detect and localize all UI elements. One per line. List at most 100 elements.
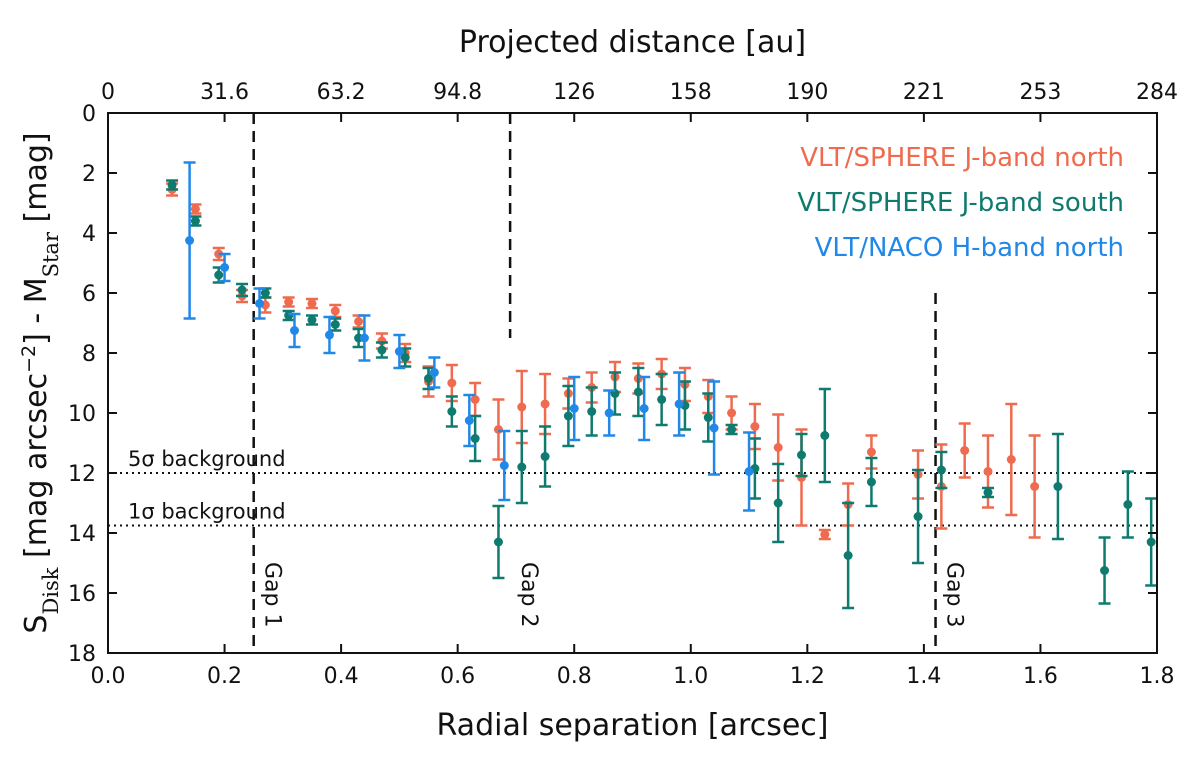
data-point xyxy=(354,317,364,326)
data-point xyxy=(657,395,667,404)
data-point xyxy=(913,512,923,521)
data-point xyxy=(797,450,807,460)
y-tick-label: 14 xyxy=(68,522,96,547)
data-point xyxy=(284,311,294,320)
top-tick-label: 63.2 xyxy=(317,80,366,105)
x-tick-label: 1.6 xyxy=(1023,664,1058,689)
data-point xyxy=(604,408,614,418)
y-tick-label: 4 xyxy=(82,222,96,247)
data-point xyxy=(289,326,299,335)
x-tick-label: 0.8 xyxy=(557,664,592,689)
data-point xyxy=(185,236,195,245)
background-label-1: 5σ background xyxy=(128,447,286,471)
data-point xyxy=(307,299,317,308)
y-tick-label: 18 xyxy=(68,642,96,667)
data-point xyxy=(866,447,876,457)
data-point xyxy=(633,387,643,397)
data-point xyxy=(499,461,509,470)
x-tick-label: 0.6 xyxy=(440,664,475,689)
data-point xyxy=(493,537,503,547)
legend-entry-3: VLT/NACO H-band north xyxy=(815,233,1124,263)
data-point xyxy=(190,216,200,226)
top-tick-label: 126 xyxy=(553,80,595,105)
data-point xyxy=(324,330,334,340)
data-point xyxy=(400,353,410,362)
data-point xyxy=(470,395,480,404)
data-point xyxy=(394,347,404,356)
data-point xyxy=(587,407,597,416)
data-point xyxy=(1053,482,1063,491)
data-point xyxy=(1030,482,1040,491)
y-tick-label: 2 xyxy=(82,162,96,187)
background-label-2: 1σ background xyxy=(128,500,286,524)
data-point xyxy=(424,374,434,383)
x-axis-title: Radial separation [arcsec] xyxy=(437,708,829,743)
data-point xyxy=(470,434,480,443)
top-tick-label: 94.8 xyxy=(433,80,482,105)
x-tick-label: 1.4 xyxy=(906,664,941,689)
gap-label-2: Gap 2 xyxy=(516,562,541,627)
data-point xyxy=(540,399,550,409)
data-point xyxy=(359,333,369,343)
data-point xyxy=(744,467,754,476)
data-point xyxy=(709,423,719,433)
top-tick-label: 190 xyxy=(786,80,828,105)
data-point xyxy=(983,488,993,497)
data-point xyxy=(773,498,783,508)
data-point xyxy=(517,462,527,472)
data-series xyxy=(166,161,1158,610)
data-point xyxy=(255,299,265,308)
top-tick-label: 253 xyxy=(1019,80,1061,105)
data-point xyxy=(866,477,876,487)
top-tick-label: 221 xyxy=(903,80,945,105)
data-point xyxy=(493,425,503,434)
data-point xyxy=(214,270,224,280)
data-point xyxy=(820,431,830,440)
x-tick-label: 0.0 xyxy=(91,664,126,689)
data-point xyxy=(190,204,200,214)
data-point xyxy=(727,425,737,434)
gap-label-1: Gap 1 xyxy=(260,562,285,627)
x-tick-label: 1.8 xyxy=(1140,664,1175,689)
top-axis-title: Projected distance [au] xyxy=(459,25,806,60)
top-tick-label: 0 xyxy=(101,80,115,105)
data-point xyxy=(284,297,294,307)
data-point xyxy=(1100,566,1110,575)
data-point xyxy=(260,288,270,298)
data-point xyxy=(727,408,737,418)
data-point xyxy=(517,402,527,412)
data-point xyxy=(237,285,247,295)
data-point xyxy=(447,407,457,416)
data-point xyxy=(429,368,439,377)
top-tick-label: 31.6 xyxy=(200,80,249,105)
y-tick-label: 8 xyxy=(82,342,96,367)
data-point xyxy=(1123,500,1133,509)
y-tick-label: 0 xyxy=(82,102,96,127)
axis-ticks: 0.0 0.2 0.4 0.6 0.8 1.0 1.2 1.4 1.6 1.8 0 31.6 63.2 9… xyxy=(68,80,1178,689)
x-tick-label: 0.2 xyxy=(207,664,242,689)
data-point xyxy=(703,413,713,422)
y-tick-label: 16 xyxy=(68,582,96,607)
legend-entry-1: VLT/SPHERE J-band north xyxy=(800,143,1124,173)
data-point xyxy=(167,180,177,190)
data-point xyxy=(820,530,830,539)
legend-entry-2: VLT/SPHERE J-band south xyxy=(797,188,1124,218)
data-point xyxy=(330,306,340,316)
reference-lines: 5σ background 1σ background Gap 1 Gap 2 Gap … xyxy=(108,113,1157,653)
y-tick-label: 10 xyxy=(68,402,96,427)
data-point xyxy=(540,452,550,461)
data-point xyxy=(464,416,474,425)
series-3 xyxy=(183,161,756,512)
y-axis-title: SDisk [mag arcsec−2] - MStar [mag] xyxy=(18,132,63,633)
data-point xyxy=(563,411,573,421)
data-point xyxy=(330,320,340,329)
data-point xyxy=(1146,537,1156,547)
top-tick-label: 158 xyxy=(670,80,712,105)
data-point xyxy=(1006,455,1016,464)
data-point xyxy=(447,378,457,388)
data-point xyxy=(750,422,760,431)
data-point xyxy=(674,399,684,409)
gap-label-3: Gap 3 xyxy=(942,562,967,627)
data-point xyxy=(639,404,649,413)
